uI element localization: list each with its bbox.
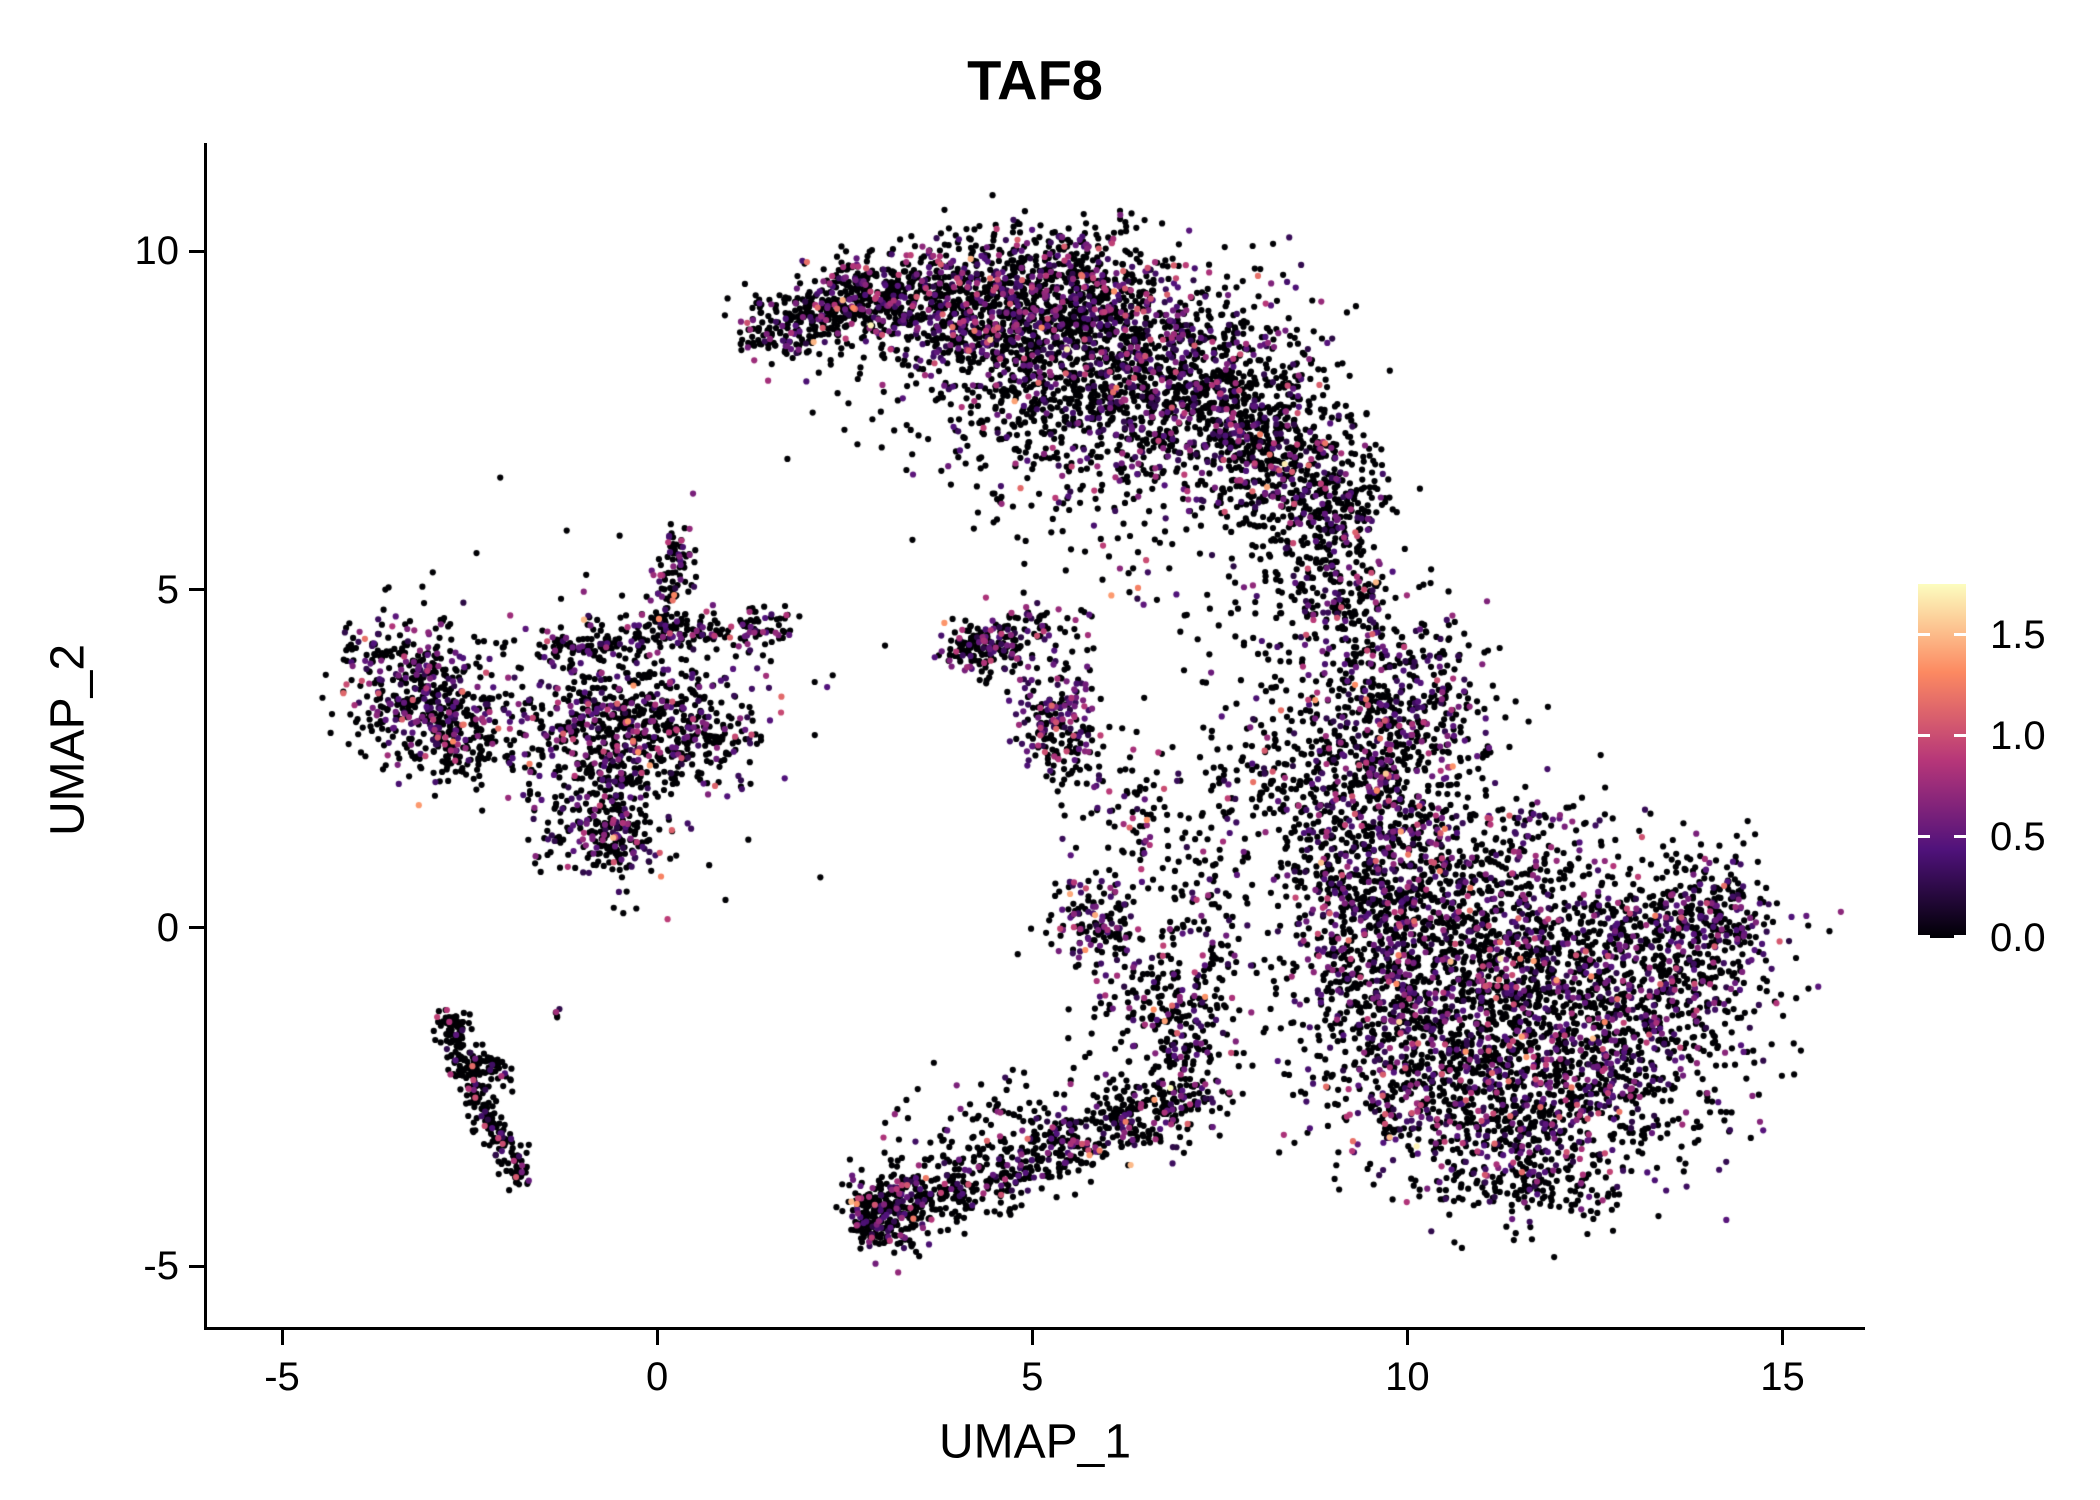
y-tick-label: 0 (156, 905, 179, 950)
colorbar-tick-label: 1.5 (1990, 612, 2046, 657)
y-tick-label: 10 (134, 229, 180, 274)
expression-colorbar (1918, 584, 1966, 938)
colorbar-tick (1918, 935, 1930, 938)
y-axis-label: UMAP_2 (41, 643, 95, 837)
colorbar-tick-label: 0.0 (1990, 916, 2046, 960)
y-tick-label: 5 (156, 567, 179, 612)
y-tick-mark (189, 249, 204, 253)
x-tick-label: 5 (1021, 1355, 1044, 1399)
colorbar-tick (1918, 734, 1930, 738)
y-tick-mark (189, 588, 204, 592)
plot-title: TAF8 (967, 48, 1103, 112)
x-axis-label: UMAP_1 (938, 1415, 1132, 1469)
x-tick-label: -5 (264, 1355, 300, 1399)
colorbar-tick (1918, 633, 1930, 637)
x-tick-mark (655, 1330, 659, 1345)
x-tick-mark (1030, 1330, 1034, 1345)
colorbar-tick (1954, 633, 1966, 637)
x-tick-label: 15 (1760, 1355, 1805, 1399)
x-tick-mark (1780, 1330, 1784, 1345)
y-tick-mark (189, 1264, 204, 1268)
x-tick-label: 10 (1385, 1355, 1430, 1399)
colorbar-tick (1954, 835, 1966, 839)
x-tick-label: 0 (646, 1355, 669, 1399)
colorbar-tick (1918, 835, 1930, 839)
y-tick-label: -5 (143, 1244, 179, 1289)
plot-area: -5 0 5 10 15 10 5 0 -5 (135, 143, 1865, 1399)
x-tick-mark (1405, 1330, 1409, 1345)
colorbar-gradient (1918, 584, 1966, 938)
umap-scatter-canvas (207, 143, 1865, 1327)
colorbar-tick-label: 0.5 (1990, 814, 2046, 859)
colorbar-tick (1954, 935, 1966, 938)
x-tick-mark (280, 1330, 284, 1345)
colorbar-tick (1954, 734, 1966, 738)
y-tick-mark (189, 926, 204, 930)
colorbar-tick-label: 1.0 (1990, 713, 2046, 758)
